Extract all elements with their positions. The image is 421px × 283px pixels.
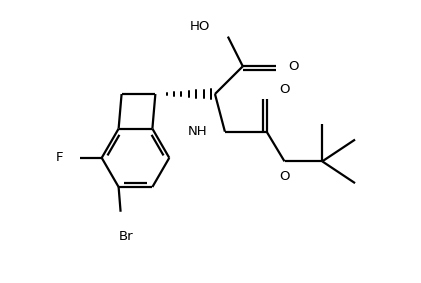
Text: O: O (288, 60, 298, 73)
Text: HO: HO (189, 20, 210, 33)
Text: O: O (279, 83, 290, 96)
Text: F: F (56, 151, 64, 164)
Text: NH: NH (187, 125, 207, 138)
Text: Br: Br (119, 230, 134, 243)
Text: O: O (279, 170, 290, 183)
